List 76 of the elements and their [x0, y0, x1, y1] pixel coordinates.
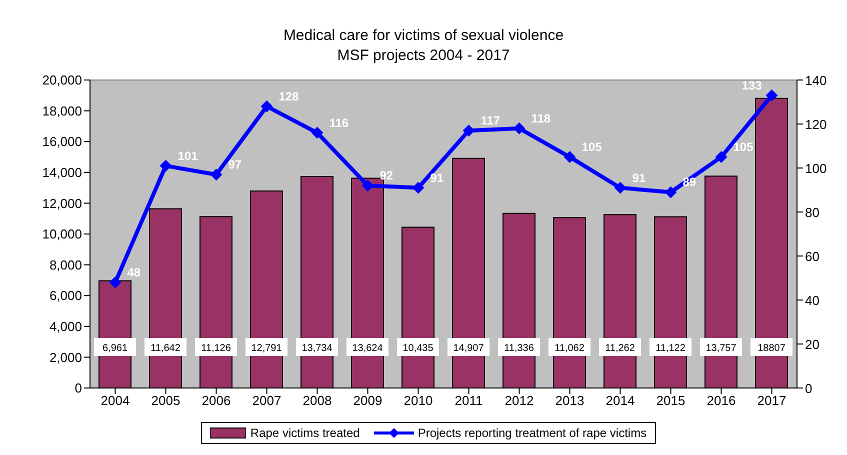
- data-label: 101: [178, 148, 198, 163]
- point: [462, 124, 475, 137]
- y-tick-label: 20,000: [42, 72, 82, 88]
- data-label: 48: [127, 265, 141, 280]
- y-tick-label: 14,000: [42, 165, 82, 180]
- data-label: 11,126: [201, 343, 232, 354]
- x-tick-label: 2007: [252, 393, 282, 408]
- data-label: 11,642: [150, 343, 181, 354]
- x-tick-label: 2017: [757, 393, 786, 408]
- x-tick-label: 2005: [151, 393, 180, 408]
- y-tick-label: 18,000: [42, 103, 82, 118]
- point: [109, 276, 122, 288]
- data-label: 92: [380, 168, 394, 183]
- data-label: 11,122: [656, 343, 686, 354]
- y2-tick-label: 140: [805, 73, 827, 88]
- legend-label: Projects reporting treatment of rape victims: [416, 426, 647, 440]
- x-tick-label: 2012: [504, 393, 534, 408]
- y2-tick-label: 80: [805, 205, 820, 220]
- x-tick-label: 2011: [454, 393, 483, 408]
- x-tick-label: 2010: [404, 393, 433, 408]
- x-tick-label: 2008: [302, 393, 332, 408]
- data-label: 105: [582, 140, 602, 154]
- y-tick-label: 16,000: [42, 134, 82, 150]
- data-label: 10,435: [402, 343, 434, 354]
- data-label: 133: [742, 78, 762, 92]
- data-label: 11,336: [504, 343, 534, 354]
- point: [260, 100, 273, 112]
- y-tick-label: 0: [74, 380, 82, 396]
- data-label: 105: [733, 140, 754, 154]
- data-label: 116: [329, 116, 349, 130]
- chart-title: Medical care for victims of sexual violence: [282, 26, 565, 46]
- point: [715, 151, 728, 163]
- y2-tick-label: 100: [805, 161, 827, 176]
- data-label: 13,757: [706, 343, 737, 354]
- y2-tick-label: 40: [805, 293, 820, 308]
- data-label: 11,062: [554, 343, 585, 354]
- data-label: 13,734: [302, 343, 333, 354]
- data-label: 11,262: [605, 343, 636, 354]
- x-tick-label: 2013: [555, 393, 584, 408]
- point: [311, 126, 324, 139]
- point: [664, 186, 677, 198]
- legend-label: Rape victims treated: [249, 426, 360, 440]
- chart-subtitle: MSF projects 2004 - 2017: [336, 46, 511, 66]
- data-label: 118: [531, 111, 551, 126]
- y-tick-label: 4,000: [49, 319, 82, 334]
- point: [564, 151, 576, 163]
- point: [766, 89, 778, 102]
- data-label: 18807: [758, 343, 786, 354]
- data-label: 6,961: [102, 343, 128, 354]
- data-label: 12,791: [251, 343, 282, 354]
- y2-tick-label: 0: [805, 381, 812, 396]
- y-tick-label: 12,000: [42, 196, 82, 211]
- data-label: 13,624: [352, 343, 384, 354]
- y2-tick-label: 120: [805, 117, 827, 132]
- x-tick-label: 2015: [656, 393, 686, 408]
- x-tick-label: 2006: [202, 393, 231, 408]
- x-tick-label: 2014: [606, 393, 635, 408]
- y-tick-label: 6,000: [49, 288, 82, 304]
- x-tick-label: 2009: [353, 393, 382, 408]
- point: [614, 182, 626, 194]
- y-tick-label: 8,000: [49, 257, 82, 272]
- y2-tick-label: 60: [805, 249, 820, 264]
- point: [160, 160, 172, 172]
- point: [210, 168, 222, 181]
- y-tick-label: 10,000: [42, 226, 82, 242]
- data-label: 117: [480, 114, 500, 128]
- x-tick-label: 2016: [706, 393, 736, 408]
- point: [513, 122, 526, 134]
- data-label: 91: [430, 170, 444, 185]
- y2-tick-label: 20: [805, 337, 820, 352]
- data-label: 14,907: [453, 343, 484, 354]
- data-label: 128: [278, 89, 300, 104]
- y-tick-label: 2,000: [49, 350, 82, 365]
- x-tick-label: 2004: [100, 393, 130, 408]
- data-label: 91: [632, 170, 646, 185]
- data-label: 97: [228, 158, 242, 172]
